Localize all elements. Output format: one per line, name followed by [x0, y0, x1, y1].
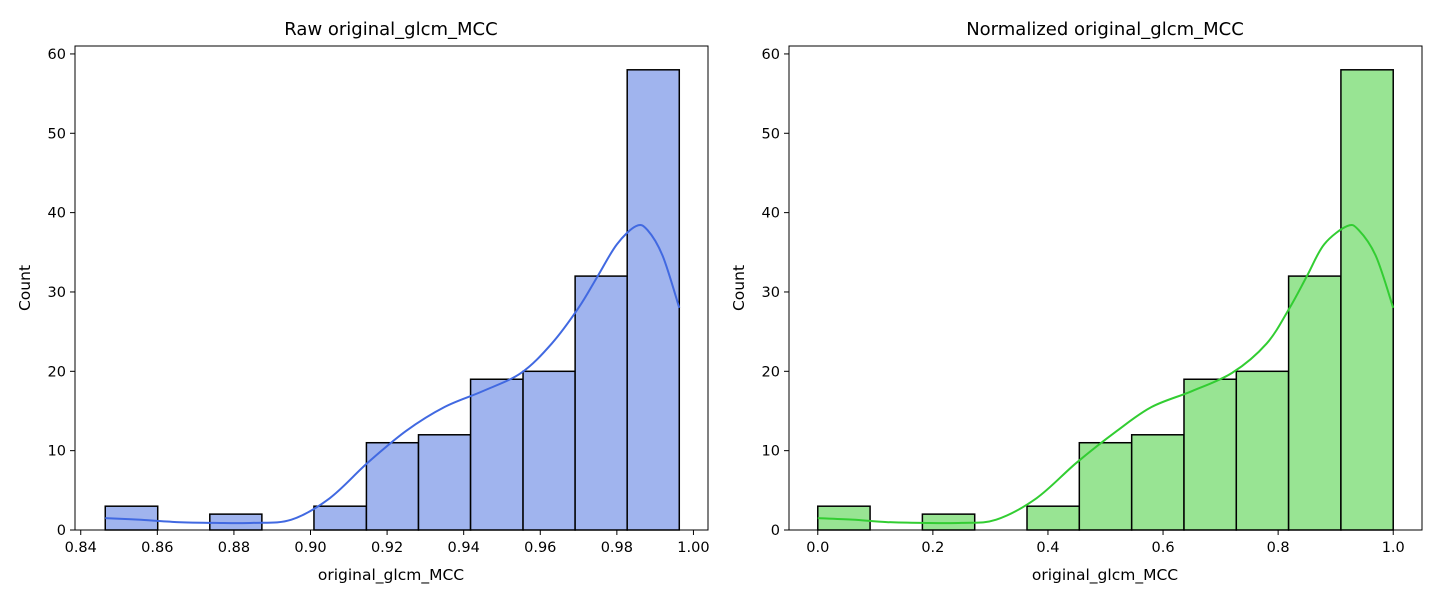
- plot-frame: [788, 45, 1423, 531]
- y-axis-label: Count: [730, 265, 748, 311]
- y-tick-label: 20: [762, 364, 780, 380]
- y-tick-label: 40: [762, 206, 780, 222]
- x-tick-label: 0.8: [1267, 540, 1290, 556]
- y-tick-label: 50: [762, 126, 780, 142]
- kde-curve: [817, 223, 1395, 525]
- histogram-bar: [1235, 370, 1290, 531]
- y-tick-label: 60: [48, 47, 66, 63]
- chart-title: Raw original_glcm_MCC: [284, 19, 497, 40]
- histogram-bar: [417, 434, 472, 531]
- y-tick-label: 10: [48, 444, 66, 460]
- x-axis-label: original_glcm_MCC: [1032, 566, 1178, 585]
- histogram-bar: [626, 69, 681, 531]
- histogram-bar: [1340, 69, 1394, 531]
- histogram-bar: [522, 370, 576, 531]
- histogram-bar: [1130, 434, 1185, 531]
- histogram-bar: [1287, 275, 1342, 531]
- histogram-bar: [574, 275, 628, 531]
- chart-raw: Raw original_glcm_MCC original_glcm_MCC …: [16, 19, 710, 585]
- y-tick-label: 50: [48, 126, 66, 142]
- y-tick-label: 30: [48, 285, 66, 301]
- x-tick-label: 0.6: [1152, 540, 1175, 556]
- x-tick-label: 0.90: [294, 540, 326, 556]
- y-tick-label: 60: [762, 47, 780, 63]
- histogram-bar: [469, 378, 524, 531]
- x-tick-label: 1.0: [1382, 540, 1405, 556]
- histogram-bars: [817, 69, 1394, 531]
- x-tick-label: 1.00: [677, 540, 709, 556]
- axis-ticks: 0.0 0.2 0.4 0.6 0.8 1.0 0 10 20 30 40 50 60: [762, 47, 1405, 556]
- axis-ticks: 0.84 0.86 0.88 0.90 0.92 0.94 0.96 0.98 1.00 0 10 2…: [48, 47, 710, 556]
- y-tick-label: 30: [762, 285, 780, 301]
- chart-title: Normalized original_glcm_MCC: [966, 19, 1244, 40]
- histogram-bar: [313, 505, 368, 531]
- x-tick-label: 0.0: [806, 540, 829, 556]
- x-tick-label: 0.84: [65, 540, 97, 556]
- y-tick-label: 40: [48, 206, 66, 222]
- x-tick-label: 0.4: [1036, 540, 1059, 556]
- x-axis-label: original_glcm_MCC: [318, 566, 464, 585]
- histogram-bar: [1078, 441, 1133, 531]
- y-tick-label: 0: [771, 523, 780, 539]
- plot-frame: [74, 45, 709, 531]
- x-tick-label: 0.96: [524, 540, 556, 556]
- histogram-bars: [104, 69, 681, 531]
- kde-curve-group: [817, 223, 1395, 525]
- y-tick-label: 10: [762, 444, 780, 460]
- x-tick-label: 0.98: [601, 540, 633, 556]
- x-tick-label: 0.2: [921, 540, 944, 556]
- x-tick-label: 0.88: [218, 540, 250, 556]
- y-tick-label: 0: [57, 523, 66, 539]
- x-tick-label: 0.94: [448, 540, 480, 556]
- y-tick-label: 20: [48, 364, 66, 380]
- kde-curve-group: [105, 223, 681, 525]
- chart-normalized: Normalized original_glcm_MCC original_gl…: [730, 19, 1423, 585]
- x-tick-label: 0.86: [141, 540, 173, 556]
- y-axis-label: Count: [16, 265, 34, 311]
- x-tick-label: 0.92: [371, 540, 403, 556]
- kde-curve: [105, 223, 681, 525]
- histogram-bar: [1183, 378, 1238, 531]
- histogram-bar: [1026, 505, 1081, 531]
